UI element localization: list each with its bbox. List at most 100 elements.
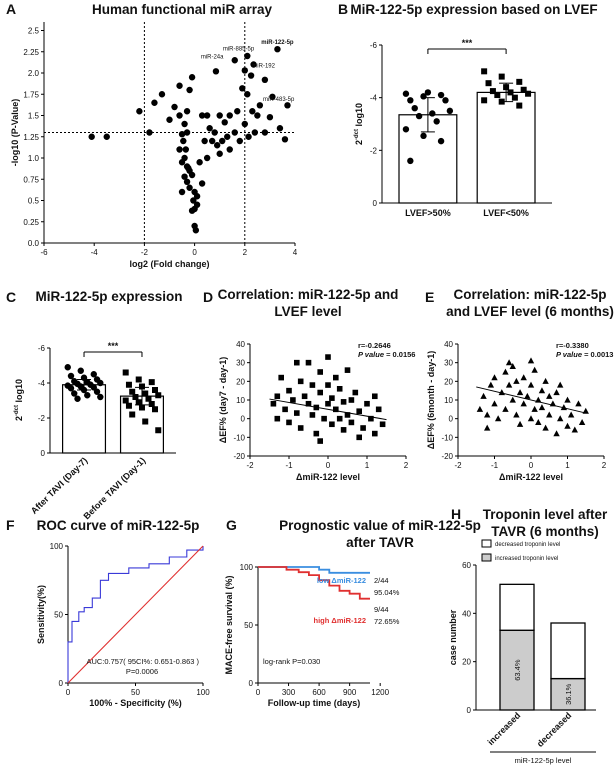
e-point — [538, 387, 546, 394]
b-point — [498, 98, 505, 105]
a-point — [212, 68, 220, 75]
c-point — [122, 397, 129, 404]
panel-h-title-1: Troponin level after — [483, 507, 608, 522]
c-category-label: Before TAVI (Day-1) — [82, 455, 148, 521]
h-bar-segment — [499, 629, 535, 711]
d-point — [317, 369, 323, 375]
e-point — [502, 405, 509, 412]
a-point — [185, 165, 192, 172]
a-point — [192, 227, 200, 234]
c-point — [155, 392, 162, 399]
panel-letter-f: F — [6, 517, 15, 533]
e-point — [535, 419, 542, 425]
panel-a-volcano: 0.0 0.25 0.5 0.75 1.0 1.25 1.5 1.75 2.0 2.25 2.5 -6… — [10, 22, 298, 269]
a-point — [208, 137, 216, 145]
d-point — [329, 395, 335, 401]
d-point — [344, 367, 351, 373]
f-auc-text: AUC:0.757( 95CI%: 0.651-0.863 ) — [86, 657, 199, 666]
a-point — [186, 184, 193, 191]
d-point — [325, 400, 331, 407]
a-y-tick-label: 2.25 — [23, 48, 39, 57]
e-point — [527, 415, 535, 422]
g-x-tick-label: 1200 — [371, 688, 389, 697]
a-y-tick-label: 1.75 — [23, 90, 39, 99]
g-y-label: MACE-free survival (%) — [224, 575, 234, 674]
a-y-tick-label: 2.5 — [28, 27, 40, 36]
b-point — [507, 89, 514, 96]
g-low-legend: low ΔmiR-122 — [317, 576, 366, 585]
g-low-count: 2/44 — [374, 576, 389, 585]
e-point — [524, 392, 531, 399]
b-point — [407, 97, 414, 104]
e-point — [491, 400, 498, 407]
a-point — [249, 108, 256, 115]
a-x-tick-label: -2 — [141, 248, 149, 257]
a-point — [221, 119, 228, 126]
a-point — [196, 159, 203, 166]
a-point — [261, 129, 269, 136]
e-point — [527, 357, 535, 364]
g-x-tick-label: 0 — [256, 688, 261, 697]
b-point — [429, 110, 436, 117]
a-y-tick-label: 0.0 — [28, 239, 40, 248]
e-point — [520, 374, 527, 381]
d-point — [309, 382, 316, 388]
d-point — [372, 393, 378, 400]
g-x-label: Follow-up time (days) — [268, 698, 361, 708]
e-point — [484, 424, 491, 431]
a-point — [241, 120, 248, 128]
e-x-tick-label: 0 — [529, 461, 534, 470]
h-percent-label: 63.4% — [513, 659, 522, 681]
g-logrank: log-rank P=0.030 — [263, 657, 320, 666]
f-roc-curve — [67, 546, 204, 683]
a-point — [203, 112, 211, 119]
d-point — [278, 374, 284, 381]
h-percent-label: 36.1% — [564, 683, 573, 705]
g-y-tick-label: 50 — [244, 621, 253, 630]
e-point — [553, 430, 560, 437]
g-x-tick-label: 900 — [343, 688, 357, 697]
b-y-tick-label: 0 — [373, 199, 378, 208]
a-point — [190, 197, 197, 204]
a-point — [151, 99, 158, 106]
e-point — [578, 419, 586, 425]
e-point — [557, 381, 564, 388]
d-point — [336, 415, 343, 422]
d-point — [294, 359, 300, 366]
d-y-tick-label: 40 — [236, 340, 245, 349]
e-point — [531, 366, 538, 373]
b-point — [415, 112, 423, 120]
e-r-value: r=-0.3380 — [556, 341, 589, 350]
e-point — [575, 400, 582, 407]
d-point — [286, 387, 292, 394]
a-x-tick-label: -4 — [91, 248, 99, 257]
panel-letter-c: C — [6, 289, 16, 305]
b-y-label: 2-dct log10 — [354, 103, 364, 145]
d-point — [360, 425, 366, 431]
d-point — [274, 393, 281, 400]
b-y-tick-label: -6 — [370, 41, 378, 50]
g-low-curve — [258, 566, 370, 574]
a-point — [281, 136, 289, 143]
e-y-label: ΔEF% (6month - day-1) — [426, 351, 436, 449]
a-point — [186, 86, 193, 94]
c-point — [80, 386, 88, 394]
a-point — [254, 112, 261, 119]
a-point — [188, 207, 196, 214]
e-point — [567, 411, 575, 418]
b-significance: *** — [462, 38, 473, 48]
a-point — [219, 137, 226, 145]
d-x-tick-label: 1 — [365, 461, 370, 470]
c-y-tick-label: -2 — [38, 414, 46, 423]
c-significance: *** — [108, 341, 119, 351]
b-point — [485, 80, 492, 87]
panel-letter-e: E — [425, 289, 434, 305]
a-y-tick-label: 1.5 — [28, 112, 40, 121]
a-y-tick-label: 1.0 — [28, 154, 40, 163]
h-legend-label: increased troponin level — [495, 556, 558, 562]
a-point — [250, 61, 257, 68]
d-point — [356, 434, 362, 441]
a-point — [198, 112, 206, 119]
a-point — [284, 102, 291, 109]
b-point — [420, 132, 427, 140]
